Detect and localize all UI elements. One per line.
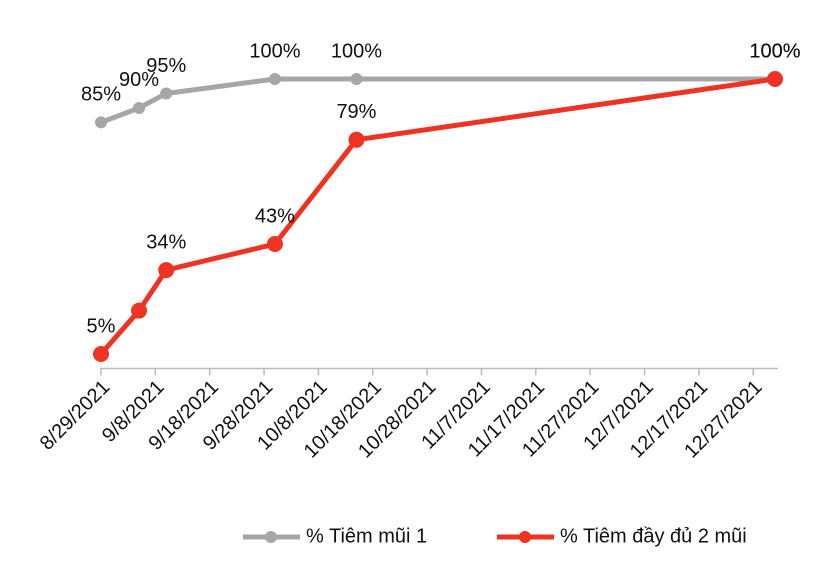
point (266, 236, 283, 253)
legend-label: % Tiêm đầy đủ 2 mũi (560, 525, 747, 547)
legend-marker (519, 531, 531, 543)
data-label: 95% (146, 55, 186, 77)
series-line (100, 76, 775, 125)
point (133, 101, 146, 114)
data-label: 100% (331, 40, 382, 62)
point (350, 73, 363, 85)
data-label: 43% (255, 205, 295, 227)
data-label: 100% (749, 40, 800, 62)
point (348, 131, 365, 148)
point (158, 262, 175, 279)
data-label: 100% (249, 40, 300, 62)
point (268, 73, 281, 85)
data-label: 79% (336, 101, 376, 123)
data-label: 34% (146, 231, 186, 253)
point (93, 346, 109, 363)
point (131, 302, 148, 319)
legend-marker (265, 531, 277, 543)
point (95, 116, 107, 129)
data-label: 90% (119, 69, 159, 91)
point (160, 87, 173, 100)
legend-label: % Tiêm mũi 1 (306, 525, 427, 547)
data-label: 5% (87, 315, 116, 337)
data-label: 85% (81, 84, 121, 106)
x-tick-label: 8/29/2021 (36, 376, 114, 454)
point (767, 71, 783, 87)
data-label: 100% (749, 40, 800, 62)
series-line (99, 76, 776, 356)
